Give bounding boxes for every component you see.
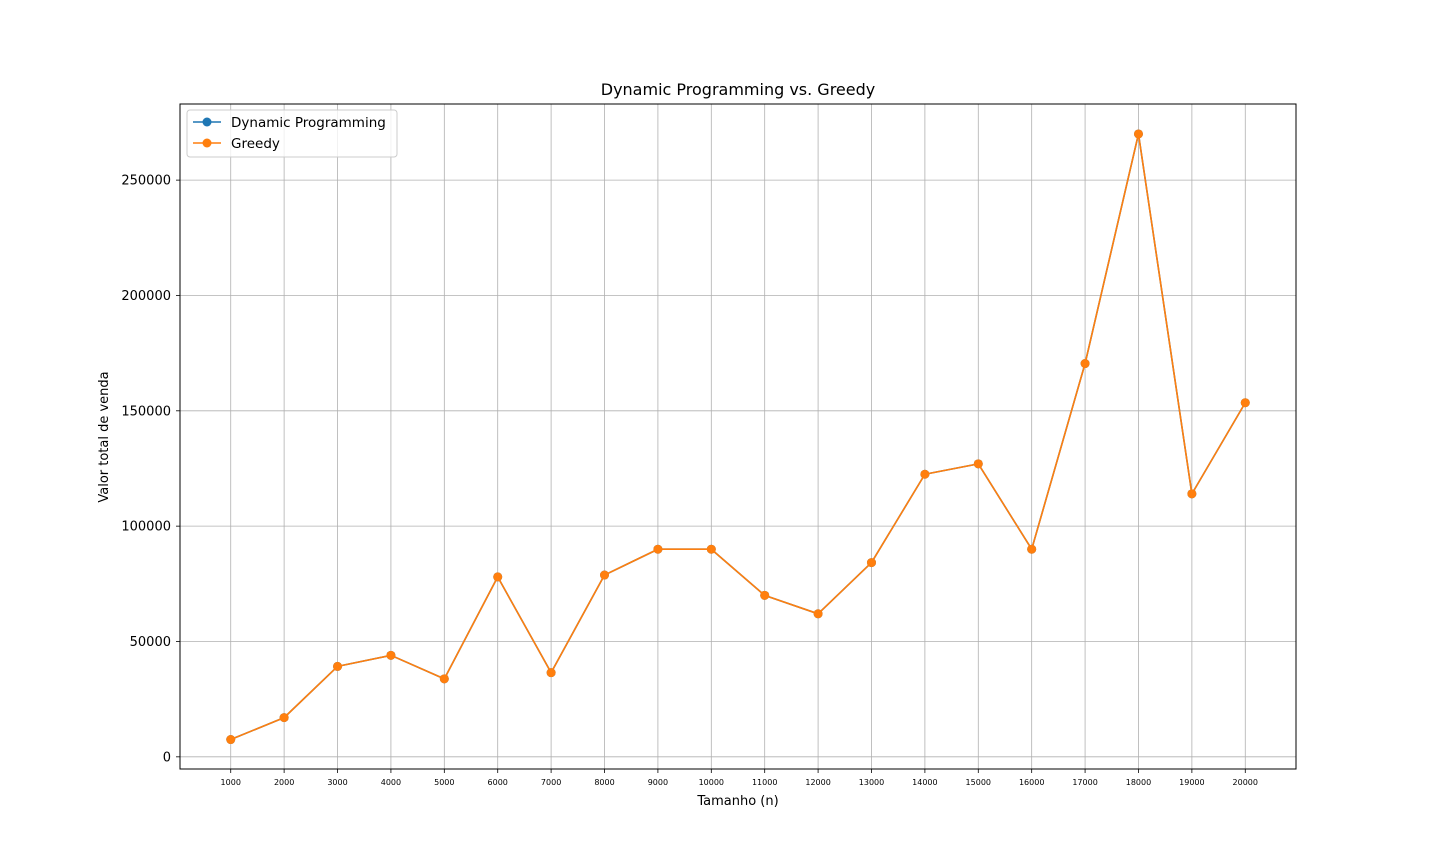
data-point (706, 544, 716, 554)
data-point (866, 558, 876, 568)
data-point (760, 590, 770, 600)
y-tick-label: 100000 (121, 520, 171, 535)
legend-entries: Dynamic Programming Greedy (193, 115, 386, 152)
grid-lines (180, 104, 1296, 769)
x-tick-label: 18000 (1126, 778, 1151, 787)
x-tick-label: 4000 (381, 778, 401, 787)
x-tick-label: 13000 (859, 778, 884, 787)
y-tick-label: 50000 (130, 635, 171, 650)
data-point (546, 668, 556, 678)
legend-entry-dynamic-programming: Dynamic Programming (193, 115, 386, 131)
data-point (813, 609, 823, 619)
legend-marker-swatch (202, 117, 212, 127)
x-tick-label: 16000 (1019, 778, 1044, 787)
legend-label: Dynamic Programming (231, 115, 386, 131)
x-tick-label: 14000 (912, 778, 937, 787)
x-tick-label: 12000 (805, 778, 830, 787)
data-point (279, 713, 289, 723)
chart-title: Dynamic Programming vs. Greedy (601, 80, 875, 99)
y-axis-label: Valor total de venda (97, 371, 112, 502)
y-tick-label: 250000 (121, 174, 171, 189)
data-point (439, 674, 449, 684)
legend-label: Greedy (231, 136, 280, 152)
legend: Dynamic Programming Greedy (186, 109, 398, 158)
data-point (1133, 129, 1143, 139)
data-point (386, 650, 396, 660)
x-axis-label: Tamanho (n) (696, 794, 778, 809)
y-axis-ticks: 0 50000 100000 150000 200000 250000 (121, 174, 180, 765)
series-greedy (226, 129, 1250, 745)
series-layer (226, 129, 1250, 745)
data-point (973, 459, 983, 469)
x-tick-label: 2000 (274, 778, 294, 787)
x-axis-ticks: 1000 2000 3000 4000 5000 6000 7000 8000 9000 1000… (221, 769, 1258, 787)
x-tick-label: 6000 (488, 778, 508, 787)
x-tick-label: 5000 (434, 778, 454, 787)
data-point (1027, 544, 1037, 554)
data-point (600, 570, 610, 580)
plot-frame (179, 103, 1297, 770)
data-point (226, 735, 236, 745)
x-tick-label: 1000 (221, 778, 241, 787)
x-tick-label: 8000 (594, 778, 614, 787)
x-tick-label: 11000 (752, 778, 777, 787)
series-line (230, 133, 1246, 741)
y-tick-label: 150000 (121, 404, 171, 419)
x-tick-label: 9000 (648, 778, 668, 787)
x-tick-label: 7000 (541, 778, 561, 787)
legend-entry-greedy: Greedy (193, 136, 280, 152)
legend-marker-swatch (202, 138, 212, 148)
legend-box (186, 109, 398, 158)
x-tick-label: 3000 (327, 778, 347, 787)
data-point (1080, 359, 1090, 369)
data-point (493, 572, 503, 582)
data-point (653, 544, 663, 554)
x-tick-label: 15000 (966, 778, 991, 787)
x-tick-label: 17000 (1072, 778, 1097, 787)
data-point (1187, 489, 1197, 499)
y-tick-label: 0 (163, 750, 171, 765)
data-point (333, 661, 343, 671)
x-tick-label: 10000 (699, 778, 724, 787)
x-tick-label: 19000 (1179, 778, 1204, 787)
data-point (1240, 398, 1250, 408)
data-point (920, 469, 930, 479)
x-tick-label: 20000 (1233, 778, 1258, 787)
y-tick-label: 200000 (121, 289, 171, 304)
